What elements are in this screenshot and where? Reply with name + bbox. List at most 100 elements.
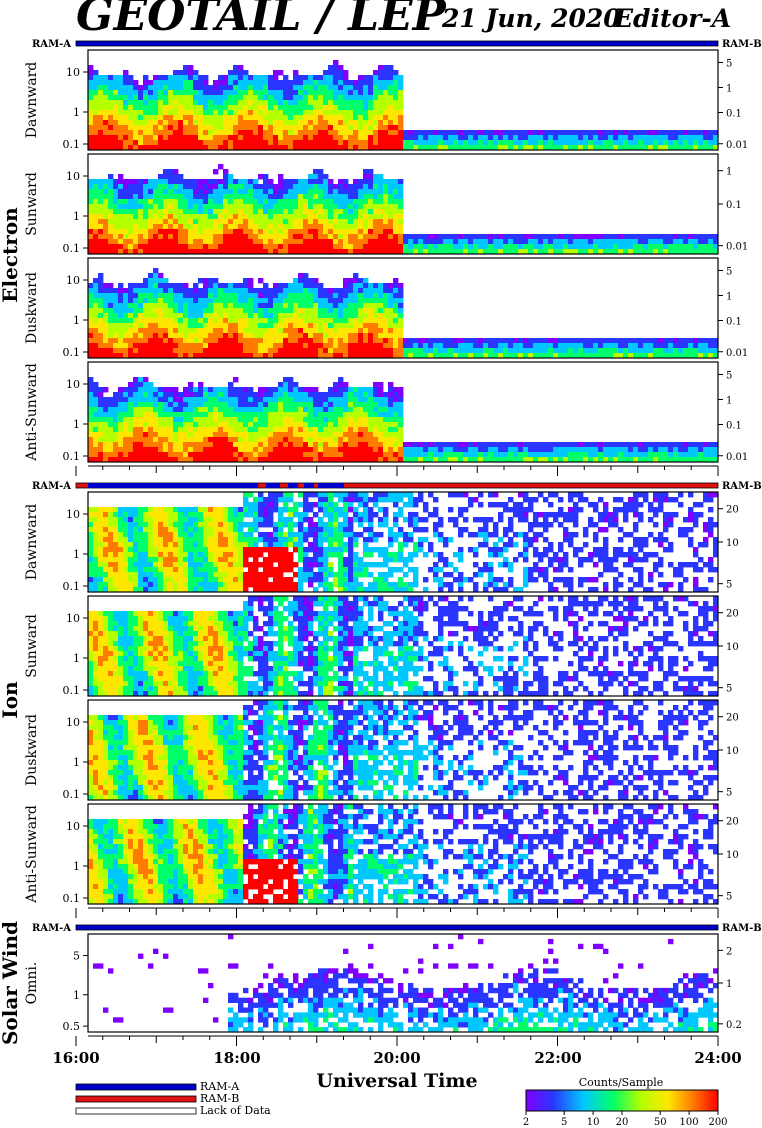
- spectrogram-cell: [383, 75, 389, 81]
- spectrogram-cell: [168, 239, 174, 245]
- spectrogram-cell: [388, 189, 394, 195]
- spectrogram-cell: [563, 452, 569, 458]
- spectrogram-cell: [303, 407, 309, 413]
- spectrogram-cell: [88, 392, 94, 398]
- spectrogram-cell: [708, 249, 714, 255]
- spectrogram-cell: [533, 249, 539, 255]
- spectrogram-cell: [333, 239, 339, 245]
- spectrogram-cell: [683, 452, 689, 458]
- spectrogram-cell: [638, 140, 644, 146]
- spectrogram-cell: [88, 407, 94, 413]
- spectrogram-cell: [293, 318, 299, 324]
- spectrogram-cell: [333, 65, 339, 71]
- spectrogram-cell: [213, 313, 219, 319]
- spectrogram-cell: [218, 95, 224, 101]
- spectrogram-cell: [183, 224, 189, 230]
- spectrogram-cell: [568, 130, 574, 136]
- spectrogram-cell: [123, 194, 129, 200]
- spectrogram-cell: [198, 353, 204, 359]
- spectrogram-cell: [123, 412, 129, 418]
- panel-label: Sunward: [24, 172, 40, 236]
- spectrogram-cell: [323, 249, 329, 255]
- spectrogram-cell: [103, 130, 109, 136]
- spectrogram-cell: [548, 348, 554, 354]
- spectrogram-cell: [203, 234, 209, 240]
- spectrogram-cell: [338, 75, 344, 81]
- spectrogram-cell: [378, 105, 384, 111]
- spectrogram-cell: [273, 70, 279, 76]
- spectrogram-cell: [353, 244, 359, 250]
- spectrogram-cell: [643, 348, 649, 354]
- spectrogram-cell: [228, 447, 234, 453]
- spectrogram-cell: [383, 80, 389, 86]
- spectrogram-cell: [143, 110, 149, 116]
- spectrogram-cell: [158, 249, 164, 255]
- spectrogram-cell: [293, 95, 299, 101]
- spectrogram-cell: [393, 343, 399, 349]
- spectrogram-cell: [428, 348, 434, 354]
- spectrogram-cell: [338, 328, 344, 334]
- spectrogram-cell: [88, 382, 94, 388]
- spectrogram-cell: [353, 333, 359, 339]
- spectrogram-cell: [658, 452, 664, 458]
- spectrogram-cell: [353, 313, 359, 319]
- spectrogram-cell: [633, 234, 639, 240]
- spectrogram-cell: [173, 249, 179, 255]
- spectrogram-cell: [298, 427, 304, 433]
- spectrogram-cell: [268, 135, 274, 141]
- spectrogram-cell: [278, 457, 284, 463]
- spectrogram-cell: [593, 135, 599, 141]
- spectrogram-cell: [328, 318, 334, 324]
- spectrogram-cell: [313, 189, 319, 195]
- spectrogram-cell: [458, 452, 464, 458]
- spectrogram-cell: [708, 338, 714, 344]
- spectrogram-cell: [343, 179, 349, 185]
- ram-a-segment: [304, 483, 314, 488]
- spectrogram-cell: [223, 442, 229, 448]
- right-tick-label: 5: [726, 267, 732, 278]
- spectrogram-cell: [288, 288, 294, 294]
- spectrogram-cell: [88, 184, 94, 190]
- spectrogram-cell: [243, 447, 249, 453]
- spectrogram-cell: [443, 130, 449, 136]
- spectrogram-cell: [448, 353, 454, 359]
- spectrogram-cell: [98, 214, 104, 220]
- spectrogram-cell: [233, 214, 239, 220]
- spectrogram-cell: [398, 135, 404, 141]
- spectrogram-cell: [183, 145, 189, 151]
- spectrogram-cell: [98, 80, 104, 86]
- spectrogram-cell: [163, 412, 169, 418]
- spectrogram-cell: [128, 288, 134, 294]
- spectrogram-cell: [448, 244, 454, 250]
- spectrogram-cell: [138, 392, 144, 398]
- spectrogram-cell: [518, 338, 524, 344]
- spectrogram-cell: [93, 437, 99, 443]
- spectrogram-cell: [263, 397, 269, 403]
- spectrogram-cell: [588, 145, 594, 151]
- spectrogram-cell: [93, 382, 99, 388]
- spectrogram-cell: [163, 442, 169, 448]
- spectrogram-cell: [663, 457, 669, 463]
- spectrogram-cell: [353, 224, 359, 230]
- spectrogram-cell: [103, 75, 109, 81]
- spectrogram-cell: [293, 392, 299, 398]
- spectrogram-cell: [163, 437, 169, 443]
- spectrogram-cell: [138, 452, 144, 458]
- spectrogram-cell: [168, 417, 174, 423]
- spectrogram-cell: [298, 189, 304, 195]
- spectrogram-cell: [238, 348, 244, 354]
- spectrogram-cell: [238, 392, 244, 398]
- spectrogram-cell: [648, 353, 654, 359]
- spectrogram-cell: [348, 184, 354, 190]
- spectrogram-cell: [353, 239, 359, 245]
- spectrogram-cell: [93, 452, 99, 458]
- spectrogram-cell: [263, 204, 269, 210]
- spectrogram-cell: [103, 249, 109, 255]
- spectrogram-cell: [268, 303, 274, 309]
- spectrogram-cell: [648, 452, 654, 458]
- spectrogram-cell: [223, 392, 229, 398]
- spectrogram-cell: [273, 145, 279, 151]
- spectrogram-cell: [138, 437, 144, 443]
- spectrogram-cell: [203, 100, 209, 106]
